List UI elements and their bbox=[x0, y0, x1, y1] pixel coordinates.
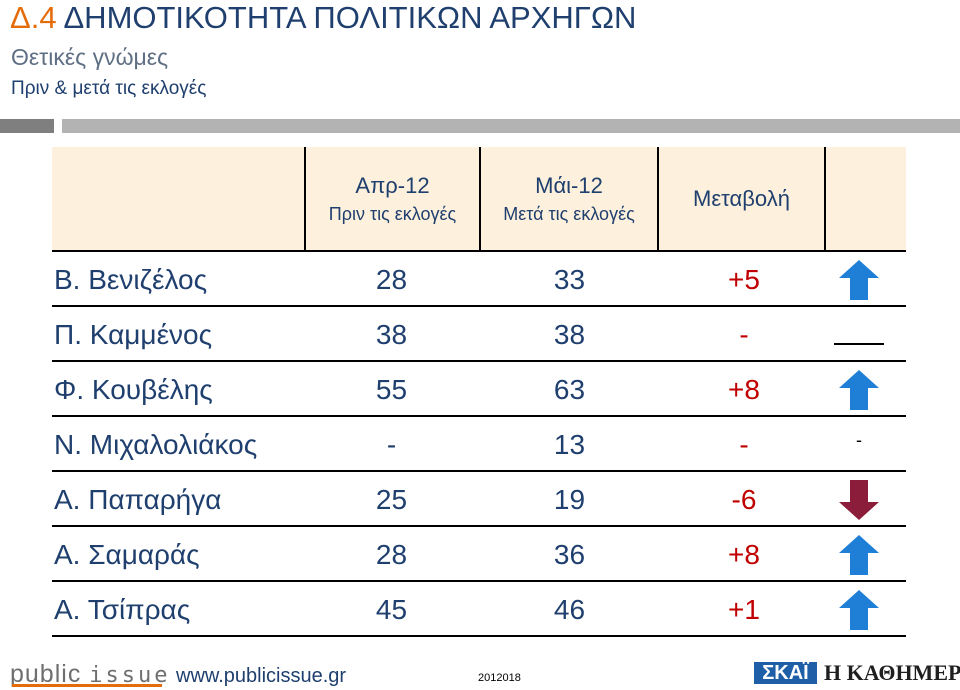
no-change-line-icon bbox=[834, 342, 884, 345]
leader-name: Α. Σαμαράς bbox=[54, 538, 200, 570]
value-change: - bbox=[739, 318, 749, 350]
title-text: ΔΗΜΟΤΙΚΟΤΗΤΑ ΠΟΛΙΤΙΚΩΝ ΑΡΧΗΓΩΝ bbox=[63, 0, 637, 35]
logo-public: public bbox=[10, 660, 82, 688]
trend-cell bbox=[812, 252, 906, 307]
up-arrow-icon bbox=[839, 369, 879, 410]
value-before: 45 bbox=[375, 593, 408, 625]
header-divider bbox=[479, 147, 481, 250]
leader-name: Φ. Κουβέλης bbox=[54, 373, 213, 405]
value-before: 28 bbox=[375, 538, 408, 570]
header-col-change: Μεταβολή bbox=[659, 147, 824, 250]
table-row: Α. Τσίπρας 45 46 +1 bbox=[52, 582, 906, 637]
table-row: Α. Σαμαράς 28 36 +8 bbox=[52, 527, 906, 582]
skai-logo: ΣΚΑΪ bbox=[754, 662, 817, 684]
value-after: 19 bbox=[553, 483, 586, 515]
trend-cell bbox=[812, 472, 906, 527]
row-divider bbox=[52, 470, 906, 472]
header-col-change-label: Μεταβολή bbox=[693, 185, 790, 211]
leader-name: Β. Βενιζέλος bbox=[54, 263, 208, 295]
page-title: Δ.4 ΔΗΜΟΤΙΚΟΤΗΤΑ ΠΟΛΙΤΙΚΩΝ ΑΡΧΗΓΩΝ bbox=[10, 0, 636, 36]
row-divider bbox=[52, 305, 906, 307]
value-after: 38 bbox=[553, 318, 586, 350]
table-row: Ν. Μιχαλολιάκος - 13 - - bbox=[52, 417, 906, 472]
up-arrow-icon bbox=[839, 534, 879, 575]
header-col-before-label: Πριν τις εκλογές bbox=[328, 203, 457, 224]
kathimerini-logo: Η ΚΑΘΗΜΕΡΙΝΗ bbox=[824, 660, 960, 685]
down-arrow-icon bbox=[839, 479, 879, 520]
value-after: 36 bbox=[553, 538, 586, 570]
header-col-before: Απρ-12 Πριν τις εκλογές bbox=[306, 147, 479, 250]
website-link[interactable]: www.publicissue.gr bbox=[176, 665, 347, 687]
value-change: +8 bbox=[728, 538, 760, 570]
table-row: Α. Παπαρήγα 25 19 -6 bbox=[52, 472, 906, 527]
trend-cell bbox=[812, 527, 906, 582]
title-number: Δ.4 bbox=[10, 0, 57, 35]
value-change: - bbox=[739, 428, 749, 460]
logo-underline bbox=[12, 684, 162, 687]
header-divider bbox=[824, 147, 826, 250]
trend-cell bbox=[812, 307, 906, 362]
header-col-after-label: Μετά τις εκλογές bbox=[503, 203, 635, 224]
table-row: Φ. Κουβέλης 55 63 +8 bbox=[52, 362, 906, 417]
value-before: - bbox=[386, 428, 397, 460]
row-divider bbox=[52, 250, 906, 252]
value-change: +5 bbox=[728, 263, 760, 295]
header-col-after-month: Μάι-12 bbox=[535, 172, 603, 198]
row-divider bbox=[52, 525, 906, 527]
leader-name: Ν. Μιχαλολιάκος bbox=[54, 428, 258, 460]
document-code: 2012018 bbox=[478, 672, 521, 684]
row-divider bbox=[52, 360, 906, 362]
trend-cell bbox=[812, 582, 906, 637]
value-before: 55 bbox=[375, 373, 408, 405]
header-col-before-month: Απρ-12 bbox=[355, 172, 430, 198]
header-divider bbox=[304, 147, 306, 250]
decorative-bar-dark bbox=[0, 119, 54, 133]
value-before: 38 bbox=[375, 318, 408, 350]
dash-icon: - bbox=[856, 430, 862, 450]
leader-name: Α. Τσίπρας bbox=[54, 593, 191, 625]
up-arrow-icon bbox=[839, 589, 879, 630]
row-divider bbox=[52, 635, 906, 637]
header-divider bbox=[657, 147, 659, 250]
table-row: Β. Βενιζέλος 28 33 +5 bbox=[52, 252, 906, 307]
row-divider bbox=[52, 580, 906, 582]
up-arrow-icon bbox=[839, 259, 879, 300]
value-before: 25 bbox=[375, 483, 408, 515]
header-col-after: Μάι-12 Μετά τις εκλογές bbox=[481, 147, 657, 250]
value-after: 33 bbox=[553, 263, 586, 295]
value-change: -6 bbox=[731, 483, 757, 515]
table-row: Π. Καμμένος 38 38 - bbox=[52, 307, 906, 362]
subtitle-secondary: Πριν & μετά τις εκλογές bbox=[11, 78, 207, 99]
value-change: +1 bbox=[728, 593, 760, 625]
footer: public issue www.publicissue.gr 2012018 … bbox=[0, 650, 960, 690]
trend-cell bbox=[812, 362, 906, 417]
decorative-bar-light bbox=[62, 119, 960, 133]
logo-issue: issue bbox=[89, 663, 171, 688]
leader-name: Π. Καμμένος bbox=[54, 318, 213, 350]
value-after: 63 bbox=[553, 373, 586, 405]
value-after: 13 bbox=[553, 428, 586, 460]
subtitle: Θετικές γνώμες bbox=[11, 44, 169, 70]
public-issue-logo: public issue bbox=[10, 660, 171, 689]
value-change: +8 bbox=[728, 373, 760, 405]
table-header: Απρ-12 Πριν τις εκλογές Μάι-12 Μετά τις … bbox=[52, 147, 906, 250]
value-after: 46 bbox=[553, 593, 586, 625]
value-before: 28 bbox=[375, 263, 408, 295]
leader-name: Α. Παπαρήγα bbox=[54, 483, 222, 515]
row-divider bbox=[52, 415, 906, 417]
trend-cell: - bbox=[812, 417, 906, 472]
popularity-table: Απρ-12 Πριν τις εκλογές Μάι-12 Μετά τις … bbox=[52, 147, 906, 637]
